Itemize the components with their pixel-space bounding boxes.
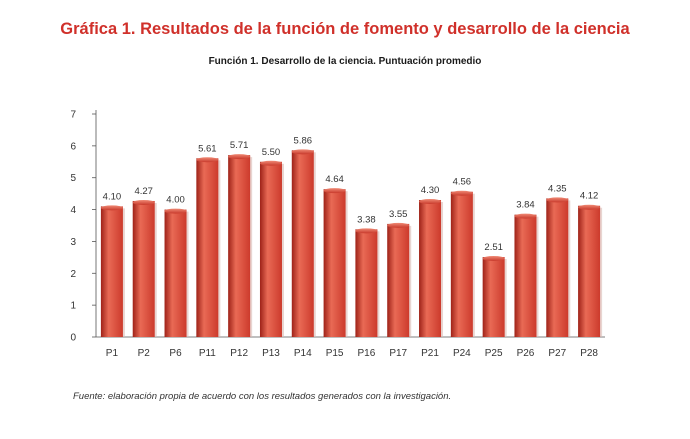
x-tick-label: P26 [517,348,535,359]
y-tick-label: 3 [70,237,76,248]
bar-top [259,160,282,166]
x-tick-label: P12 [230,348,248,359]
x-tick-label: P27 [548,348,566,359]
bar-body [419,200,442,337]
bar-top [323,188,346,194]
data-label: 5.71 [230,140,249,151]
source-note: Fuente: elaboración propia de acuerdo co… [73,391,452,402]
x-tick-label: P6 [169,348,182,359]
bar-body [482,257,505,337]
bar [259,160,284,337]
bar [419,199,444,337]
x-tick-label: P1 [106,348,119,359]
bar-top [291,149,314,155]
x-tick-label: P17 [389,348,407,359]
x-tick-label: P15 [326,348,344,359]
y-tick-label: 5 [70,173,76,184]
data-label: 4.35 [548,183,567,194]
bar [546,197,571,337]
chart-title: Gráfica 1. Resultados de la función de f… [60,20,630,38]
data-label: 5.86 [294,135,313,146]
data-label: 2.51 [484,242,503,253]
x-tick-label: P14 [294,348,312,359]
bar [164,208,189,337]
bar-body [259,161,282,337]
bar-body [228,155,251,337]
bar-body [578,205,601,337]
data-label: 3.84 [516,200,535,211]
bar-top [228,154,251,160]
bar-top [387,222,410,228]
bar [387,222,412,337]
bar-top [132,199,155,205]
bar-body [514,214,537,337]
x-tick-label: P2 [138,348,151,359]
bar-top [164,208,187,214]
x-tick-label: P24 [453,348,471,359]
data-label: 4.12 [580,191,599,202]
chart-subtitle: Función 1. Desarrollo de la ciencia. Pun… [208,56,482,67]
bar-top [355,228,378,234]
bar [228,154,253,337]
x-tick-label: P25 [485,348,503,359]
bar-top [196,157,219,163]
bar-top [450,190,473,196]
x-tick-label: P11 [199,348,216,359]
y-tick-label: 6 [70,141,76,152]
data-label: 4.00 [166,195,185,206]
bar-top [514,213,537,219]
bar-body [132,200,155,337]
bar-top [482,256,505,262]
x-axis-ticks: P1 P2 P6 P11 P12 P13 P14 P15 P16 P17 P21 P24 P25 P26 P… [106,348,599,359]
y-tick-label: 0 [70,333,76,344]
bar [482,256,507,337]
x-tick-label: P16 [358,348,376,359]
y-tick-label: 7 [70,110,76,121]
bar-body [355,229,378,337]
x-tick-label: P28 [580,348,598,359]
bar-body [450,191,473,337]
bar-body [546,198,569,337]
bar-body [100,206,123,337]
bar-body [164,209,187,337]
data-label: 4.30 [421,185,440,196]
bar-top [546,197,569,203]
bars [100,149,603,337]
bar-top [578,204,601,210]
bar-body [323,189,346,337]
data-label: 4.27 [134,186,153,197]
bar-body [387,223,410,337]
data-label: 4.56 [453,177,472,188]
data-label: 4.64 [325,174,344,185]
y-tick-label: 1 [70,301,76,312]
y-axis-ticks: 0 1 2 3 4 5 6 7 [70,110,96,344]
bar-top [419,199,442,205]
bar [578,204,603,337]
x-tick-label: P13 [262,348,280,359]
data-label: 4.10 [103,191,122,202]
data-label: 5.50 [262,147,281,158]
bar [355,228,380,337]
data-label: 3.55 [389,209,408,220]
y-tick-label: 4 [70,205,76,216]
bar [291,149,316,337]
x-tick-label: P21 [421,348,439,359]
y-tick-label: 2 [70,269,76,280]
bar [196,157,221,337]
bar-body [196,158,219,337]
bar [450,190,475,337]
bar [514,213,539,337]
bar [323,188,348,337]
data-label: 3.38 [357,214,376,225]
bar-top [100,205,123,211]
bar [132,199,157,337]
data-labels: 4.10 4.27 4.00 5.61 5.71 5.50 5.86 4.64 3.38 3.55… [103,135,599,253]
bar-body [291,150,314,337]
bar [100,205,125,337]
data-label: 5.61 [198,143,217,154]
